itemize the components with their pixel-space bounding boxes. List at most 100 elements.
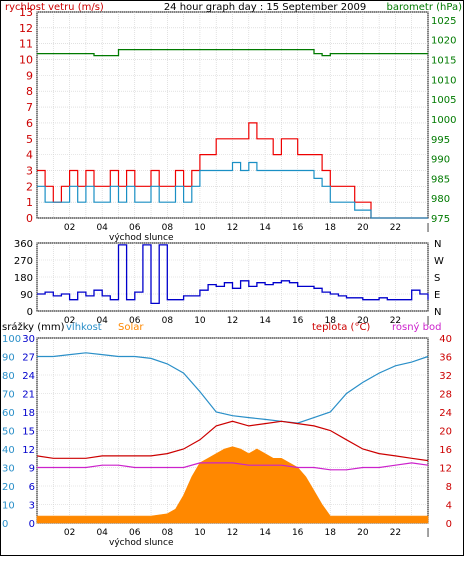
wind-average-line — [37, 161, 428, 219]
wind-y-tick-label: 11 — [19, 38, 33, 51]
wind-y-tick-label: 3 — [26, 164, 33, 177]
direction-x-tick-label: 04 — [96, 316, 108, 326]
temperature-y-tick-label: 0 — [446, 519, 452, 530]
direction-x-tick-label: 20 — [357, 316, 369, 326]
wind-y-tick-label: 5 — [26, 133, 33, 146]
climate-x-tick-label: 20 — [357, 528, 369, 538]
wind-x-tick-label: 10 — [194, 223, 206, 233]
climate-x-tick-label: 14 — [259, 528, 271, 538]
direction-x-tick-label: | — [426, 316, 429, 326]
humidity-y-tick-label: 40 — [2, 445, 15, 456]
wind-x-tick-label: 08 — [162, 223, 174, 233]
barometer-y-tick-label: 985 — [431, 174, 450, 185]
wind-y-tick-label: 10 — [19, 54, 33, 67]
barometer-y-tick-label: 980 — [431, 194, 450, 205]
climate-x-tick-label: 18 — [325, 528, 337, 538]
climate-x-tick-label: 12 — [227, 528, 238, 538]
rain-y-tick-label: 27 — [22, 353, 35, 364]
direction-x-tick-label: 16 — [292, 316, 304, 326]
climate-x-tick-label: 16 — [292, 528, 304, 538]
barometer-y-tick-label: 1005 — [431, 95, 456, 106]
direction-y-tick-label: 0 — [27, 307, 33, 318]
climate-x-tick-label: 04 — [96, 528, 108, 538]
temperature-legend-label: teplota (°C) — [312, 322, 370, 333]
wind-x-tick-label: 20 — [357, 223, 369, 233]
barometer-axis-title: barometr (hPa) — [387, 2, 463, 13]
temperature-y-tick-label: 4 — [446, 501, 452, 512]
rain-y-tick-label: 15 — [22, 427, 35, 438]
humidity-legend-label: vlhkost — [66, 322, 102, 333]
direction-compass-label: W — [434, 256, 444, 267]
direction-y-tick-label: 360 — [14, 239, 33, 250]
humidity-y-tick-label: 50 — [2, 427, 15, 438]
rain-y-tick-label: 21 — [22, 390, 35, 401]
wind-y-tick-label: 12 — [19, 22, 33, 35]
humidity-y-tick-label: 30 — [2, 464, 15, 475]
wind-x-tick-label: 14 — [259, 223, 271, 233]
rain-y-tick-label: 3 — [29, 501, 35, 512]
direction-x-tick-label: 12 — [227, 316, 238, 326]
rain-y-tick-label: 30 — [22, 334, 35, 345]
climate-x-tick-label: | — [426, 528, 429, 538]
humidity-y-tick-label: 0 — [2, 519, 8, 530]
wind-y-tick-label: 9 — [26, 69, 33, 82]
dewpoint-legend-label: rosný bod — [392, 321, 441, 333]
barometer-y-tick-label: 975 — [431, 214, 450, 225]
barometer-y-tick-label: 1015 — [431, 56, 456, 67]
climate-x-tick-label: 10 — [194, 528, 206, 538]
humidity-line — [37, 352, 429, 424]
direction-compass-label: S — [434, 273, 440, 284]
direction-compass-label: E — [434, 290, 440, 301]
barometer-line — [37, 48, 428, 57]
barometer-y-tick-label: 1020 — [431, 36, 456, 47]
barometer-y-tick-label: 995 — [431, 135, 450, 146]
temperature-y-tick-label: 16 — [439, 445, 452, 456]
wind-y-tick-label: 0 — [26, 212, 33, 225]
wind-x-tick-label: 06 — [129, 223, 141, 233]
wind-y-tick-label: 6 — [26, 117, 33, 130]
solar-area — [36, 446, 429, 524]
wind-x-tick-label: 22 — [390, 223, 401, 233]
wind-x-tick-label: 04 — [96, 223, 108, 233]
temperature-y-tick-label: 32 — [439, 371, 452, 382]
barometer-y-tick-label: 990 — [431, 155, 450, 166]
sunrise-caption-bottom: východ slunce — [109, 538, 174, 548]
wind-gust-line — [37, 122, 428, 219]
temperature-y-tick-label: 28 — [439, 390, 452, 401]
direction-x-tick-label: 22 — [390, 316, 401, 326]
rain-y-tick-label: 24 — [22, 371, 35, 382]
rain-y-tick-label: 6 — [29, 482, 35, 493]
chart-title: 24 hour graph day : 15 September 2009 — [164, 2, 366, 13]
temperature-y-tick-label: 20 — [439, 427, 452, 438]
rain-y-tick-label: 18 — [22, 408, 35, 419]
direction-compass-label: N — [434, 239, 441, 250]
rain-y-tick-label: 12 — [22, 445, 35, 456]
dewpoint-line — [37, 462, 429, 471]
humidity-y-tick-label: 10 — [2, 501, 15, 512]
barometer-y-tick-label: 1000 — [431, 115, 456, 126]
humidity-y-tick-label: 60 — [2, 408, 15, 419]
wind-x-tick-label: 02 — [64, 223, 75, 233]
direction-x-tick-label: 08 — [162, 316, 174, 326]
sunrise-caption-top: východ slunce — [109, 233, 174, 243]
barometer-y-tick-label: 1010 — [431, 75, 456, 86]
temperature-y-tick-label: 8 — [446, 482, 452, 493]
direction-x-tick-label: 18 — [325, 316, 337, 326]
humidity-y-tick-label: 70 — [2, 390, 15, 401]
temperature-y-tick-label: 24 — [439, 408, 452, 419]
temperature-y-tick-label: 40 — [439, 334, 452, 345]
rain-y-tick-label: 0 — [29, 519, 35, 530]
wind-direction-line — [37, 244, 429, 305]
direction-y-tick-label: 90 — [20, 290, 33, 301]
direction-x-tick-label: 10 — [194, 316, 206, 326]
wind-x-tick-label: 12 — [227, 223, 238, 233]
wind-x-tick-label: 16 — [292, 223, 304, 233]
solar-legend-label: Solar — [118, 322, 144, 333]
humidity-y-tick-label: 80 — [2, 371, 15, 382]
wind-axis-title: rychlost vetru (m/s) — [5, 2, 104, 13]
temperature-y-tick-label: 36 — [439, 353, 452, 364]
wind-y-tick-label: 4 — [26, 149, 33, 162]
wind-y-tick-label: 7 — [26, 101, 33, 114]
wind-y-tick-label: 2 — [26, 180, 33, 193]
